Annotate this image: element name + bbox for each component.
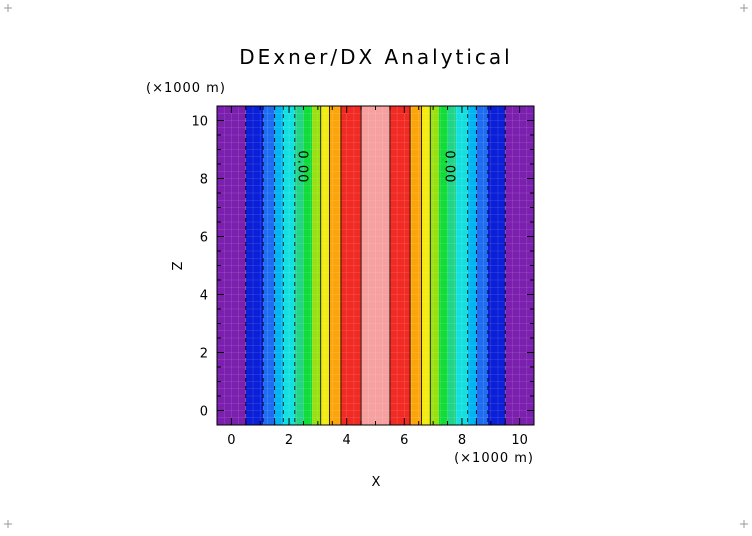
corner-mark-top-right <box>740 4 748 12</box>
y-axis-units: (×1000 m) <box>146 81 226 96</box>
contour-lines <box>245 106 506 425</box>
y-tick-label: 6 <box>200 231 208 246</box>
y-tick-label: 10 <box>191 115 208 130</box>
color-band-13 <box>410 106 422 425</box>
color-band-11 <box>361 106 390 425</box>
x-axis-label: X <box>372 475 381 490</box>
color-band-2 <box>263 106 275 425</box>
color-band-8 <box>320 106 330 425</box>
color-band-3 <box>274 106 284 425</box>
corner-mark-bottom-right <box>740 520 748 528</box>
x-tick-label: 0 <box>227 433 235 448</box>
color-bands <box>217 106 534 425</box>
x-tick-label: 10 <box>511 433 528 448</box>
color-band-9 <box>329 106 341 425</box>
grid-lines <box>217 106 534 425</box>
y-tick-label: 4 <box>200 289 208 304</box>
y-tick-label: 2 <box>200 347 208 362</box>
x-tick-label: 4 <box>343 433 351 448</box>
y-axis-label: Z <box>168 262 183 271</box>
color-band-20 <box>476 106 488 425</box>
contour-labels: 0.00 0.00 <box>295 150 457 183</box>
corner-marks <box>4 4 748 528</box>
corner-mark-top-left <box>4 4 12 12</box>
x-axis-units: (×1000 m) <box>454 451 534 466</box>
x-tick-label: 6 <box>400 433 408 448</box>
color-band-19 <box>467 106 477 425</box>
color-band-16 <box>438 106 448 425</box>
axis-ticks: 0 2 4 6 8 10 0 2 4 6 8 10 <box>191 106 534 448</box>
color-band-12 <box>389 106 411 425</box>
color-band-1 <box>245 106 264 425</box>
chart-title: DExner/DX Analytical <box>239 45 513 69</box>
color-band-10 <box>340 106 362 425</box>
x-tick-label: 2 <box>285 433 293 448</box>
color-band-21 <box>487 106 506 425</box>
contour-label: 0.00 <box>441 150 456 183</box>
color-band-4 <box>283 106 295 425</box>
x-tick-label: 8 <box>458 433 466 448</box>
color-band-22 <box>505 106 534 425</box>
y-tick-label: 0 <box>200 405 208 420</box>
color-band-7 <box>312 106 321 425</box>
color-band-15 <box>430 106 439 425</box>
y-tick-label: 8 <box>200 173 208 188</box>
color-band-5 <box>294 106 304 425</box>
color-band-18 <box>456 106 468 425</box>
contour-label: 0.00 <box>295 150 310 183</box>
corner-mark-bottom-left <box>4 520 12 528</box>
color-band-6 <box>303 106 313 425</box>
color-band-14 <box>421 106 431 425</box>
color-band-0 <box>217 106 246 425</box>
color-band-17 <box>447 106 457 425</box>
